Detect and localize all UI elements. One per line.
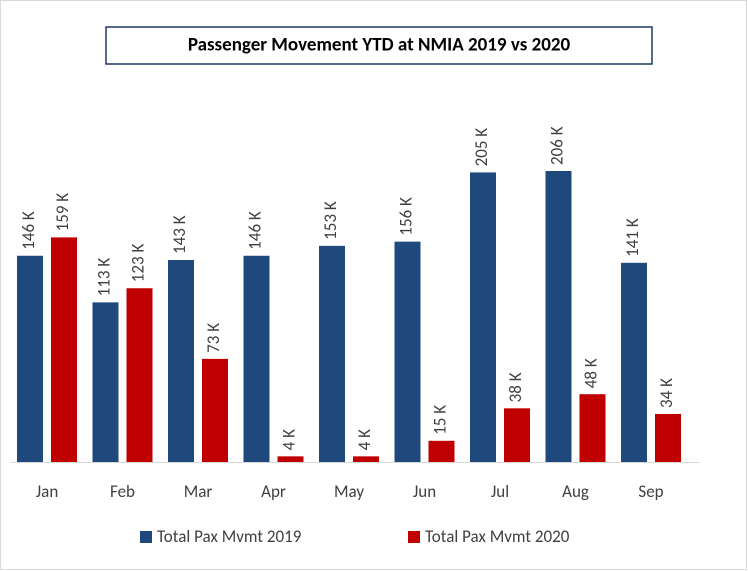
value-label: 156 K — [396, 197, 417, 236]
value-label: 206 K — [547, 126, 568, 165]
value-label: 205 K — [471, 128, 492, 167]
value-label: 38 K — [505, 372, 526, 402]
value-label: 146 K — [18, 211, 39, 250]
bar — [277, 456, 304, 462]
bar — [428, 440, 455, 462]
x-tick-label: Feb — [110, 481, 135, 502]
bar — [655, 413, 681, 462]
bar — [394, 241, 421, 462]
value-label: 48 K — [581, 358, 602, 388]
x-tick-label: Apr — [261, 481, 286, 502]
value-label: 123 K — [128, 244, 149, 283]
value-label: 4 K — [354, 429, 375, 450]
title-box — [105, 26, 653, 65]
x-tick-label: Aug — [562, 481, 589, 502]
bar — [621, 262, 647, 462]
value-label: 15 K — [430, 405, 451, 435]
x-tick-label: Sep — [638, 481, 663, 502]
bar — [470, 172, 496, 462]
bar — [51, 237, 77, 462]
bar — [579, 394, 606, 462]
value-label: 34 K — [656, 378, 677, 408]
bar — [17, 255, 43, 462]
value-label: 146 K — [245, 211, 266, 250]
bar — [92, 302, 119, 462]
x-tick-label: Jun — [413, 481, 436, 502]
bar — [243, 255, 270, 462]
bar — [504, 408, 530, 462]
value-label: 4 K — [279, 429, 300, 450]
x-tick-label: May — [334, 481, 364, 502]
x-tick-label: Jul — [491, 481, 509, 502]
bar — [202, 358, 228, 462]
value-label: 113 K — [94, 258, 115, 297]
bar — [545, 171, 572, 462]
value-label: 143 K — [169, 215, 190, 254]
value-label: 153 K — [320, 201, 341, 240]
value-label: 73 K — [203, 323, 224, 353]
chart-title: Passenger Movement YTD at NMIA 2019 vs 2… — [188, 34, 571, 57]
bar — [319, 245, 345, 462]
bar — [126, 288, 153, 462]
value-label: 159 K — [52, 193, 73, 232]
x-tick-label: Mar — [184, 481, 213, 502]
bar — [168, 259, 194, 462]
legend-swatch — [140, 531, 152, 543]
value-label: 141 K — [622, 218, 643, 257]
legend-swatch — [408, 531, 420, 543]
bar — [353, 456, 379, 462]
legend-label: Total Pax Mvmt 2020 — [425, 526, 570, 547]
legend-label: Total Pax Mvmt 2019 — [157, 526, 302, 547]
x-tick-label: Jan — [36, 481, 59, 502]
